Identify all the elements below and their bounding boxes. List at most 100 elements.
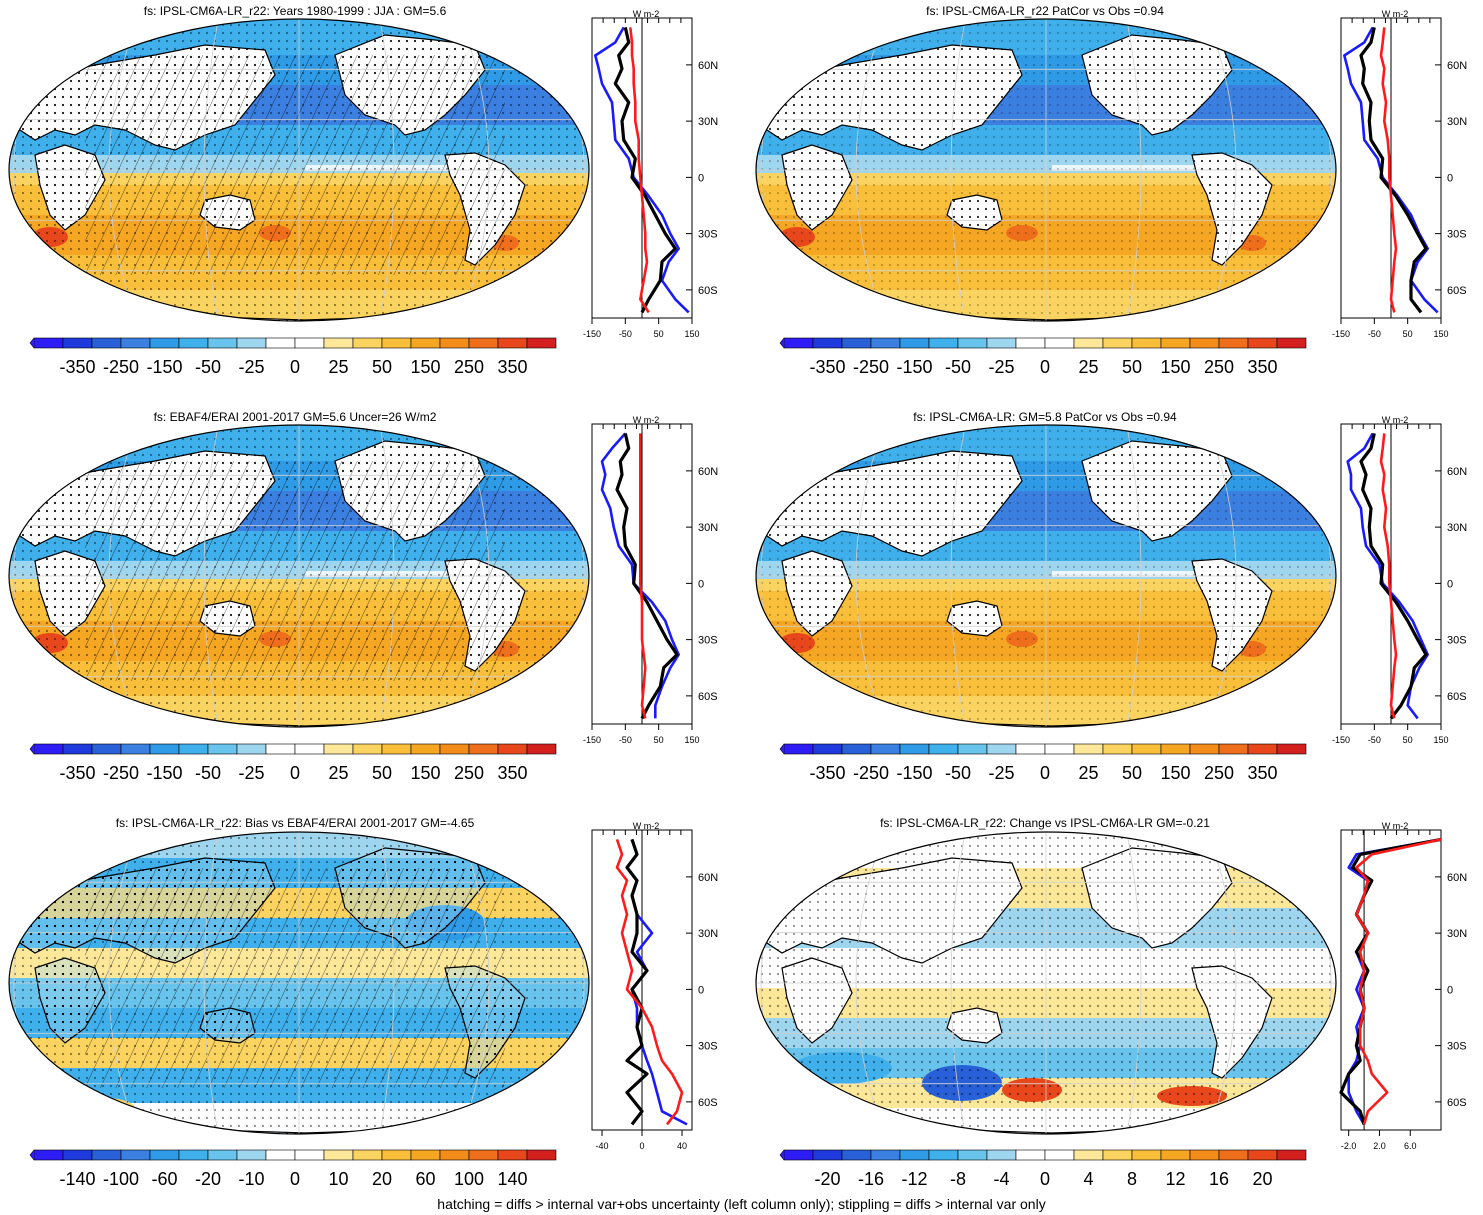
colorbar-label: 150 (410, 763, 440, 783)
colorbar-segment (33, 1149, 64, 1161)
colorbar-label: 0 (1040, 357, 1050, 377)
lat-tick-label: 60N (1447, 466, 1467, 478)
colorbar-segment (497, 1149, 528, 1161)
colorbar-label: 25 (328, 357, 348, 377)
lat-tick-label: 0 (1447, 984, 1453, 996)
colorbar-label: 50 (1122, 763, 1142, 783)
colorbar-segment (410, 743, 441, 755)
colorbar-label: 100 (454, 1169, 484, 1189)
colorbar-segment (841, 1149, 872, 1161)
zonal-mean-plot: W m-2 60N 30N 0 30S 60S -150 -50 50 150 (1332, 9, 1467, 339)
colorbar-label: -25 (988, 763, 1014, 783)
colorbar-label: -25 (238, 357, 264, 377)
zonal-mean-plot: W m-2 60N 30N 0 30S 60S -150 -50 50 150 (583, 415, 718, 745)
map (8, 424, 590, 728)
map-frame (755, 831, 1337, 1135)
zonal-series-red (1379, 433, 1398, 719)
colorbar-label: 12 (1165, 1169, 1185, 1189)
colorbar-segment (207, 743, 238, 755)
colorbar-segment (1247, 1149, 1278, 1161)
colorbar-label: 350 (497, 763, 527, 783)
colorbar-label: -50 (945, 357, 971, 377)
colorbar-segment (957, 337, 988, 349)
colorbar-label: 250 (1204, 357, 1234, 377)
colorbar-label: 350 (497, 357, 527, 377)
colorbar-segment (120, 1149, 151, 1161)
x-tick-label: -2.0 (1341, 1141, 1357, 1151)
zonal-mean-plot: W m-2 60N 30N 0 30S 60S -150 -50 50 150 (1332, 415, 1467, 745)
colorbar-segment (1218, 1149, 1249, 1161)
colorbar-segment (91, 1149, 122, 1161)
zonal-series-black (1359, 433, 1428, 720)
longitude-line (1205, 832, 1237, 1134)
colorbar-label: -50 (945, 763, 971, 783)
colorbar-label: 25 (1078, 763, 1098, 783)
colorbar-segment (1160, 743, 1191, 755)
colorbar-label: -10 (238, 1169, 264, 1189)
map-frame (8, 18, 590, 322)
colorbar-label: -350 (809, 357, 845, 377)
colorbar-segment (841, 337, 872, 349)
colorbar: -350 -250 -150 -50 -25 0 25 50 150 250 350 (779, 337, 1307, 377)
x-tick-label: 50 (654, 735, 664, 745)
units-label: W m-2 (1382, 9, 1409, 19)
colorbar-segment (870, 1149, 901, 1161)
panel-title: fs: IPSL-CM6A-LR_r22: Years 1980-1999 : … (143, 4, 447, 18)
x-tick-label: -150 (583, 329, 601, 339)
colorbar-segment (986, 337, 1017, 349)
x-tick-label: -50 (1368, 735, 1381, 745)
colorbar-label: 250 (454, 357, 484, 377)
hatching (85, 461, 505, 681)
zonal-series-red (1379, 27, 1398, 313)
colorbar-segment (783, 1149, 814, 1161)
zonal-series-red (1355, 838, 1442, 1125)
zonal-series-blue (600, 432, 680, 719)
colorbar-segment (381, 743, 412, 755)
colorbar-segment (381, 337, 412, 349)
colorbar-end (779, 1149, 785, 1161)
colorbar-segment (1044, 337, 1075, 349)
colorbar-segment (1015, 743, 1046, 755)
colorbar-segment (1276, 743, 1307, 755)
x-tick-label: 2.0 (1373, 1141, 1386, 1151)
zonal-series-black (613, 27, 677, 314)
colorbar-label: 250 (454, 763, 484, 783)
colorbar-segment (323, 1149, 354, 1161)
colorbar-segment (207, 337, 238, 349)
longitude-line (1125, 425, 1142, 727)
colorbar-label: -250 (103, 763, 139, 783)
lat-tick-label: 60N (1447, 60, 1467, 72)
colorbar-end (29, 1149, 35, 1161)
colorbar-segment (899, 337, 930, 349)
colorbar-segment (1189, 1149, 1220, 1161)
x-tick-label: -50 (619, 735, 632, 745)
x-tick-label: 150 (1433, 735, 1448, 745)
longitude-line (1205, 19, 1237, 321)
longitude-line (950, 19, 967, 321)
lat-tick-label: 0 (698, 578, 704, 590)
colorbar-label: 140 (497, 1169, 527, 1189)
map-field (756, 832, 1336, 1134)
zonal-mean-plot: W m-2 60N 30N 0 30S 60S -2.0 2.0 6.0 (1339, 821, 1467, 1151)
colorbar-label: -16 (858, 1169, 884, 1189)
colorbar-label: -150 (896, 763, 932, 783)
zonal-series-red (629, 27, 650, 314)
colorbar-segment (91, 743, 122, 755)
lat-tick-label: 60S (1447, 691, 1467, 703)
map (755, 831, 1337, 1135)
colorbar-label: 0 (290, 763, 300, 783)
map-field (9, 425, 589, 727)
longitude-line (950, 425, 967, 727)
colorbar-label: 0 (290, 1169, 300, 1189)
colorbar: -140 -100 -60 -20 -10 0 10 20 60 100 140 (29, 1149, 557, 1189)
x-tick-label: 150 (684, 329, 699, 339)
zonal-mean-plot: W m-2 60N 30N 0 30S 60S -40 0 40 (591, 821, 718, 1151)
lat-tick-label: 60S (698, 285, 718, 297)
colorbar-segment (1102, 1149, 1133, 1161)
lat-tick-label: 30N (1447, 522, 1467, 534)
zonal-series-blue (593, 26, 690, 314)
colorbar-segment (149, 337, 180, 349)
x-tick-label: -150 (1332, 735, 1350, 745)
units-label: W m-2 (633, 415, 660, 425)
colorbar-segment (1044, 1149, 1075, 1161)
